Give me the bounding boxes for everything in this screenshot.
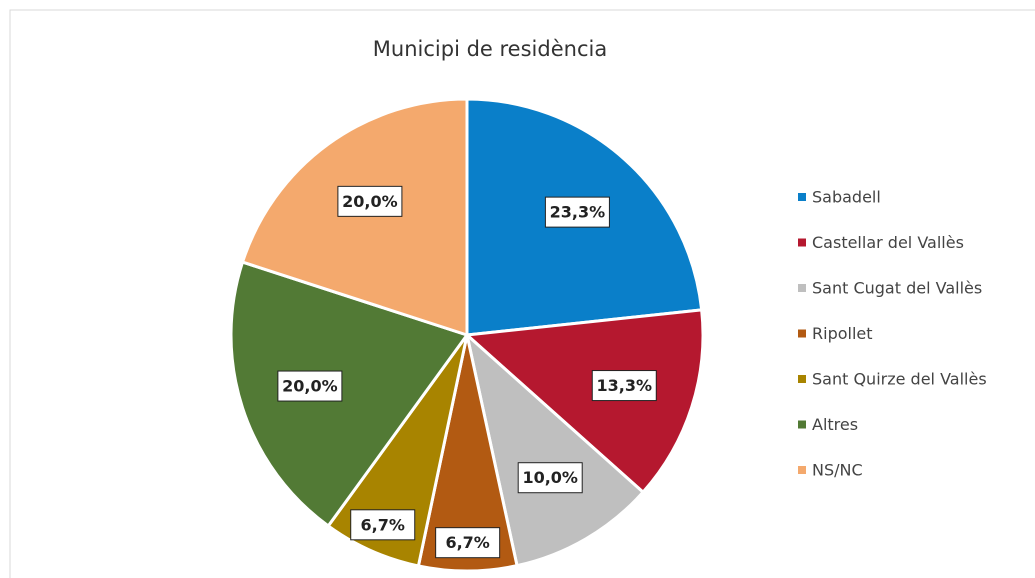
legend-label: Altres bbox=[812, 415, 858, 434]
legend-swatch bbox=[798, 375, 806, 383]
data-label-box bbox=[350, 509, 416, 541]
data-label: 20,0% bbox=[342, 192, 398, 211]
legend-label: NS/NC bbox=[812, 461, 863, 480]
data-label-box bbox=[337, 185, 403, 217]
data-label-box bbox=[435, 527, 501, 559]
legend-swatch bbox=[798, 420, 806, 429]
pie-slice bbox=[463, 308, 705, 495]
data-label: 6,7% bbox=[445, 533, 489, 552]
data-label: 23,3% bbox=[550, 203, 606, 222]
data-label-box bbox=[277, 370, 343, 402]
pie-slice bbox=[229, 260, 470, 529]
data-label: 10,0% bbox=[522, 468, 578, 487]
legend-label: Sant Quirze del Vallès bbox=[812, 370, 987, 389]
legend-swatch bbox=[798, 238, 806, 247]
legend-label: Ripollet bbox=[812, 324, 873, 343]
legend-label: Castellar del Vallès bbox=[812, 233, 964, 252]
data-label-box bbox=[517, 462, 583, 494]
data-label: 13,3% bbox=[597, 376, 653, 395]
legend-swatch bbox=[798, 193, 806, 201]
data-label: 6,7% bbox=[361, 515, 405, 534]
data-label-box bbox=[591, 370, 657, 402]
pie-slice bbox=[240, 97, 469, 338]
legend-swatch bbox=[798, 329, 806, 338]
legend-label: Sant Cugat del Vallès bbox=[812, 279, 982, 298]
legend-swatch bbox=[798, 466, 806, 474]
data-label-box bbox=[544, 196, 610, 228]
legend-label: Sabadell bbox=[812, 188, 881, 207]
pie-slice bbox=[464, 330, 646, 568]
legend-swatch bbox=[798, 284, 806, 292]
data-label: 20,0% bbox=[282, 377, 338, 396]
chart-title: Municipi de residència bbox=[373, 37, 607, 61]
